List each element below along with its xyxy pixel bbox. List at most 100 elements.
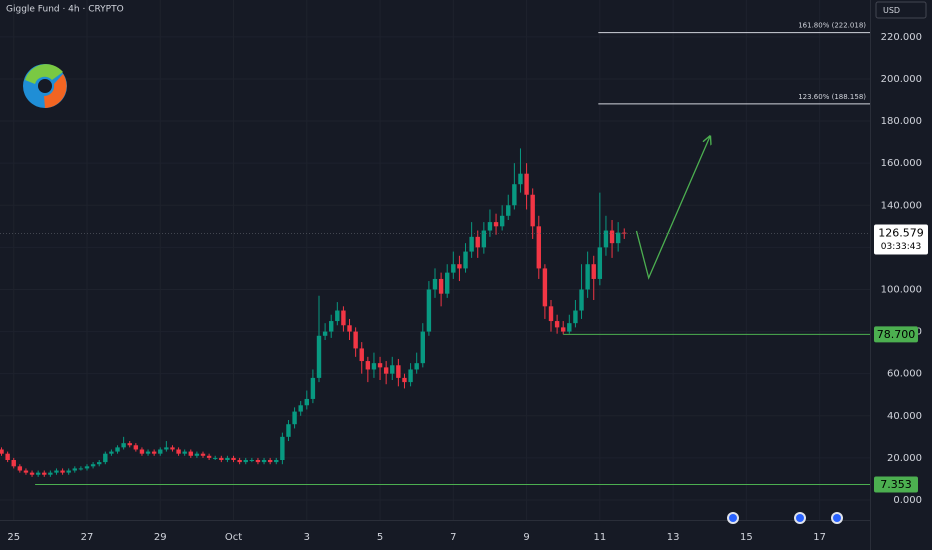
candle-body: [310, 377, 316, 399]
candle-body: [353, 331, 358, 349]
plot: 161.80% (222.018) 123.60% (188.158): [0, 22, 870, 486]
candle-body: [60, 470, 65, 473]
candle-body: [457, 264, 462, 269]
candle-body: [536, 226, 541, 269]
candle-body: [103, 453, 108, 463]
candle-body: [591, 264, 596, 279]
x-tick-label: 13: [667, 532, 680, 543]
candle-body: [158, 449, 163, 454]
candle-body: [78, 468, 84, 470]
logo: [23, 64, 67, 108]
candle-body: [90, 464, 96, 467]
candle-body: [97, 462, 102, 465]
candle-body: [206, 455, 212, 458]
x-tick-label: 5: [377, 532, 383, 543]
candle-body: [487, 222, 493, 231]
chart-title: Giggle Fund · 4h · CRYPTO: [6, 5, 124, 15]
candle-body: [109, 451, 114, 454]
y-tick-label: 220.000: [881, 32, 922, 43]
candle-body: [377, 363, 383, 368]
y-tick-label: 160.000: [881, 158, 922, 169]
candle-body: [603, 230, 609, 248]
candle-body: [219, 457, 224, 460]
candle-body: [42, 472, 47, 475]
candle-body: [481, 230, 487, 248]
level-price-box: [874, 476, 918, 493]
candle-body: [622, 232, 627, 234]
currency-button[interactable]: [875, 1, 927, 19]
y-tick-label: 100.000: [881, 284, 922, 295]
candle-body: [585, 264, 590, 290]
candle-body: [451, 264, 456, 273]
candle-body: [475, 236, 480, 248]
candle-body: [518, 173, 523, 185]
candle-body: [115, 447, 120, 452]
candle-body: [316, 335, 322, 378]
candle-body: [304, 398, 309, 406]
candle-body: [200, 453, 206, 456]
candle-body: [188, 451, 193, 456]
candle-body: [402, 377, 407, 383]
x-tick-label: Oct: [225, 532, 242, 543]
candle-body: [17, 466, 23, 471]
candle-body: [48, 472, 53, 475]
event-icons: [727, 512, 843, 524]
y-tick-label: 20.000: [887, 453, 922, 464]
level-price-box: [874, 326, 918, 343]
y-tick-label: 180.000: [881, 116, 922, 127]
axes: 0.00020.00040.00060.00080.000100.000120.…: [7, 32, 928, 543]
x-tick-label: 17: [813, 532, 826, 543]
candle-body: [615, 232, 621, 244]
candle-body: [280, 436, 285, 460]
candle-body: [445, 272, 450, 294]
candle-body: [567, 323, 572, 332]
candle-body: [554, 321, 560, 328]
x-tick-label: 25: [7, 532, 20, 543]
y-tick-label: 0.000: [893, 495, 922, 506]
candle-body: [164, 447, 169, 450]
x-tick-label: 9: [523, 532, 529, 543]
y-tick-label: 60.000: [887, 369, 922, 380]
candle-body: [66, 470, 71, 473]
candle-body: [139, 449, 145, 454]
candle-body: [548, 306, 554, 322]
candle-body: [274, 460, 279, 463]
candle-body: [383, 367, 389, 374]
candle-body: [542, 268, 548, 307]
candle-body: [579, 289, 584, 311]
countdown-label: 03:33:43: [881, 242, 921, 252]
candle-body: [0, 449, 4, 454]
candle-body: [35, 472, 41, 475]
candle-body: [72, 468, 77, 471]
candle-body: [499, 215, 505, 227]
candle-body: [231, 457, 236, 460]
projection-line: [635, 137, 709, 280]
candle-body: [176, 449, 181, 454]
candle-body: [255, 460, 261, 463]
candle-body: [597, 247, 603, 279]
candle-body: [438, 278, 444, 294]
candle-body: [609, 230, 615, 244]
x-tick-label: 11: [593, 532, 606, 543]
candle-body: [335, 310, 340, 322]
candle-body: [396, 365, 401, 378]
candle-body: [237, 460, 242, 463]
candle-body: [286, 424, 291, 437]
candle-body: [512, 184, 517, 206]
candle-body: [127, 443, 132, 446]
candle-body: [225, 457, 230, 460]
candle-body: [292, 411, 297, 425]
grid: [0, 0, 870, 520]
candle-body: [365, 361, 371, 370]
candle-body: [29, 472, 35, 475]
candle-body: [133, 445, 139, 450]
candle-body: [322, 331, 328, 336]
candle-body: [249, 460, 255, 461]
y-tick-label: 200.000: [881, 74, 922, 85]
candle-body: [420, 331, 425, 364]
level-price-label: 7.353: [880, 478, 912, 491]
candle-body: [371, 363, 377, 370]
candle-body: [84, 466, 90, 469]
